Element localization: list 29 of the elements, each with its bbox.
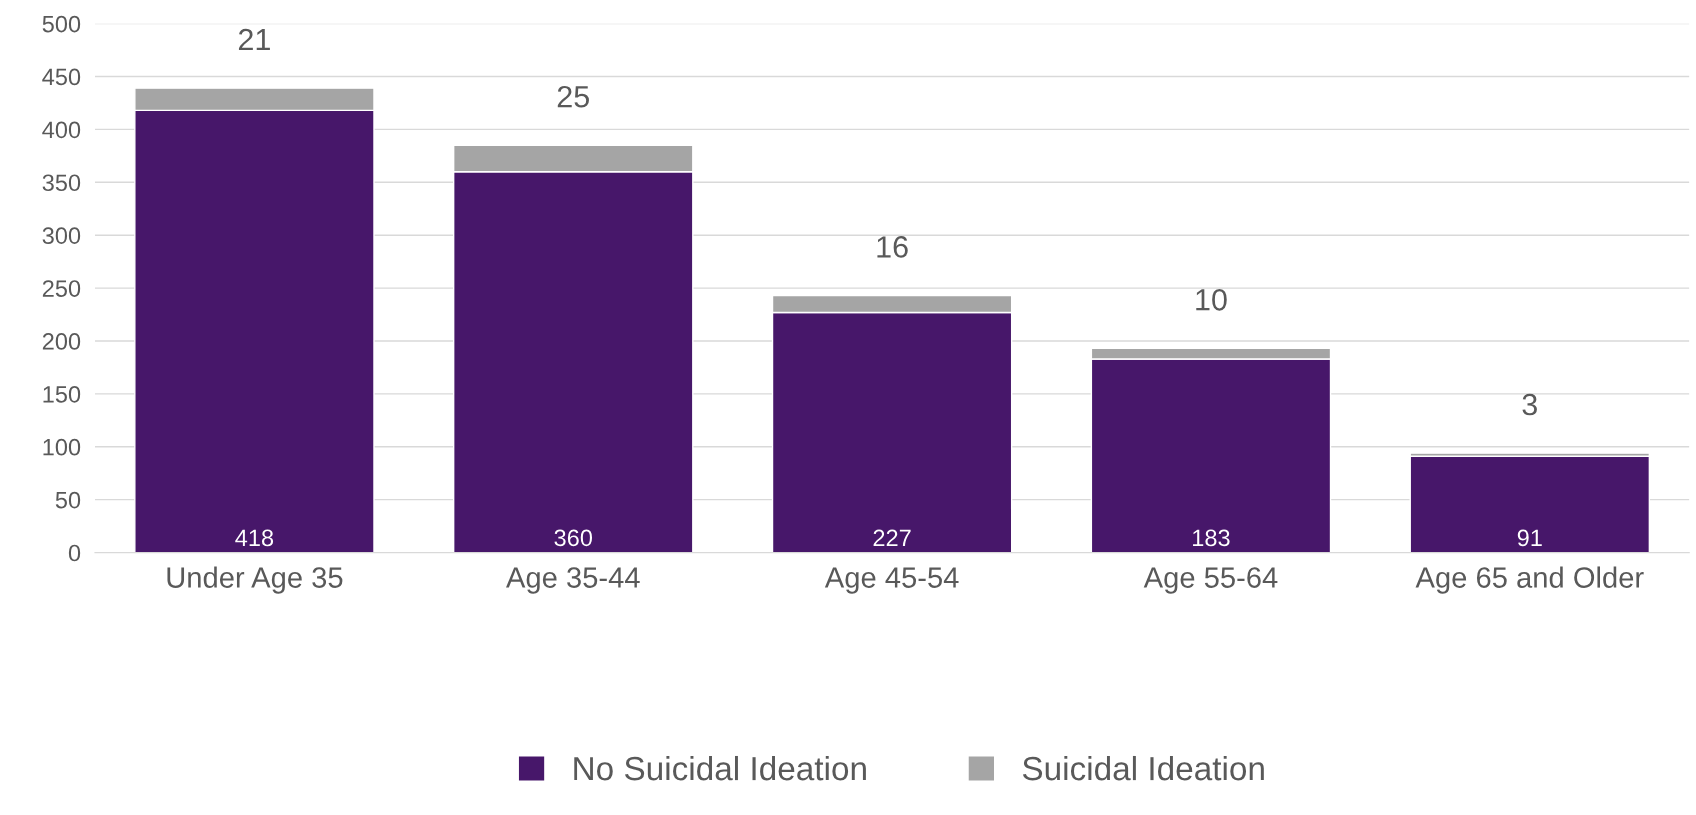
y-tick-label: 450 [42,68,81,86]
bar [1409,455,1651,553]
y-tick-label: 100 [43,438,81,456]
data-label: 91 [1517,529,1542,547]
x-tick-label: Age 45-54 [824,567,959,594]
y-tick-label: 400 [42,121,81,139]
data-label: 227 [873,529,911,546]
data-label: 360 [554,529,593,547]
data-label: 21 [238,28,270,51]
y-tick-label: 250 [42,280,81,297]
data-label: 25 [557,85,589,108]
data-label: 418 [235,529,274,547]
x-tick-label: Age 35-44 [506,567,640,594]
data-label: 16 [877,236,908,258]
x-tick-label: Age 55-64 [1143,567,1278,594]
y-tick-label: 0 [68,544,81,562]
data-label: 183 [1193,529,1230,547]
legend-label: Suicidal Ideation [1022,755,1264,781]
x-tick-label: Age 65 and Older [1415,566,1644,594]
y-tick-label: 50 [55,491,81,509]
y-tick-label: 200 [42,333,81,350]
x-tick-label: Under Age 35 [167,566,343,594]
data-label: 3 [1522,393,1537,416]
data-label: 10 [1196,288,1227,311]
y-tick-label: 500 [42,15,81,33]
y-tick-label: 350 [42,174,81,192]
legend-label: No Suicidal Ideation [574,755,866,781]
y-tick-label: 150 [43,385,81,403]
y-tick-label: 300 [42,227,81,244]
